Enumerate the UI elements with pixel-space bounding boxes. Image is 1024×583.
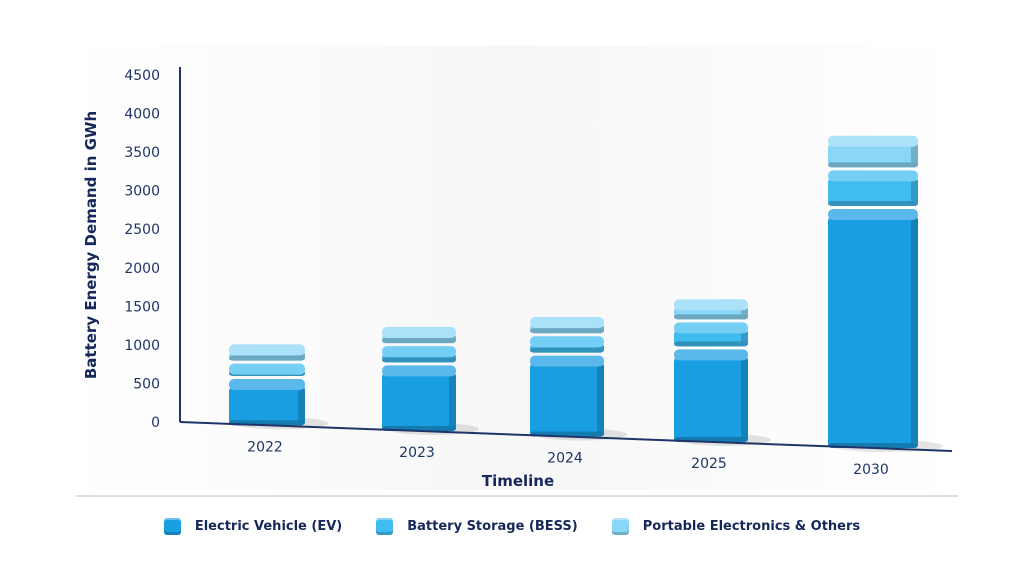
bar-bottom-edge bbox=[828, 162, 918, 168]
x-axis-title: Timeline bbox=[482, 472, 554, 490]
bar-group bbox=[229, 135, 918, 449]
y-tick-group: 0 500 1000 1500 2000 2500 3000 3500 4000 4500 bbox=[124, 68, 160, 431]
bar-top bbox=[828, 208, 918, 220]
legend: Electric Vehicle (EV) Battery Storage (B… bbox=[0, 512, 1024, 540]
bar-top bbox=[229, 363, 305, 375]
bar-segment-portable-2022 bbox=[229, 344, 305, 361]
x-tick-label: 2030 bbox=[853, 462, 889, 478]
plot-background bbox=[70, 45, 960, 490]
y-tick-label: 1500 bbox=[124, 299, 160, 315]
legend-swatch-ev bbox=[163, 517, 181, 535]
bar-top bbox=[828, 170, 918, 182]
bar-top bbox=[674, 349, 748, 361]
bar-bottom-edge bbox=[382, 357, 456, 363]
y-tick-label: 3000 bbox=[124, 184, 160, 200]
legend-item-ev[interactable]: Electric Vehicle (EV) bbox=[163, 517, 343, 535]
y-tick-label: 1000 bbox=[124, 338, 160, 354]
legend-label-portable: Portable Electronics & Others bbox=[642, 518, 861, 534]
bar-top bbox=[382, 346, 456, 358]
legend-swatch-bess bbox=[376, 517, 394, 535]
bar-segment-portable-2025 bbox=[674, 299, 748, 320]
bar-top bbox=[828, 135, 918, 147]
bar-front bbox=[828, 215, 918, 449]
y-tick-label: 2500 bbox=[124, 222, 160, 238]
x-tick-label: 2022 bbox=[247, 439, 283, 455]
bar-top bbox=[382, 365, 456, 377]
bar-segment-bess-2023 bbox=[382, 346, 456, 363]
bar-segment-ev-2030 bbox=[828, 208, 918, 449]
bar-top bbox=[674, 299, 748, 311]
bar-segment-ev-2024 bbox=[530, 355, 604, 437]
bar-bottom-edge bbox=[530, 328, 604, 334]
bar-bottom-edge bbox=[229, 355, 305, 361]
bar-bottom-edge bbox=[674, 314, 748, 320]
bar-segment-ev-2023 bbox=[382, 365, 456, 431]
bar-top bbox=[530, 317, 604, 329]
bar-top bbox=[229, 379, 305, 391]
y-tick-label: 4500 bbox=[124, 68, 160, 84]
bar-side bbox=[449, 372, 456, 431]
bar-front bbox=[530, 362, 604, 437]
y-tick-label: 0 bbox=[151, 415, 160, 431]
bar-front bbox=[382, 372, 456, 431]
bar-bottom-edge bbox=[828, 200, 918, 206]
bar-top bbox=[530, 355, 604, 367]
bar-segment-portable-2030 bbox=[828, 135, 918, 168]
y-tick-label: 500 bbox=[133, 376, 160, 392]
bar-segment-bess-2024 bbox=[530, 336, 604, 353]
legend-label-ev: Electric Vehicle (EV) bbox=[194, 518, 343, 534]
bar-top bbox=[382, 326, 456, 338]
y-tick-label: 4000 bbox=[124, 107, 160, 123]
bar-bottom-edge bbox=[530, 347, 604, 353]
bar-segment-ev-2022 bbox=[229, 379, 305, 426]
bar-side bbox=[911, 177, 918, 206]
x-tick-group: 2022 2023 2024 2025 2030 bbox=[247, 439, 889, 478]
x-tick-label: 2024 bbox=[547, 451, 583, 467]
y-tick-label: 2000 bbox=[124, 261, 160, 277]
bar-segment-portable-2023 bbox=[382, 326, 456, 344]
bar-side bbox=[911, 142, 918, 168]
bar-side bbox=[298, 386, 305, 426]
bar-side bbox=[597, 362, 604, 437]
bar-top bbox=[674, 322, 748, 334]
bar-front bbox=[828, 142, 918, 168]
x-axis-line bbox=[179, 421, 953, 452]
bar-bottom-edge bbox=[382, 338, 456, 344]
bar-segment-ev-2025 bbox=[674, 349, 748, 442]
bar-segment-bess-2030 bbox=[828, 170, 918, 206]
bar-front bbox=[828, 177, 918, 206]
y-tick-label: 3500 bbox=[124, 145, 160, 161]
legend-swatch-portable bbox=[611, 517, 629, 535]
legend-item-bess[interactable]: Battery Storage (BESS) bbox=[376, 517, 578, 535]
bar-segment-portable-2024 bbox=[530, 317, 604, 334]
bar-front bbox=[674, 356, 748, 442]
bar-bottom-edge bbox=[674, 341, 748, 347]
bar-top bbox=[530, 336, 604, 348]
bar-side bbox=[911, 215, 918, 449]
legend-item-portable[interactable]: Portable Electronics & Others bbox=[611, 517, 861, 535]
bar-segment-bess-2025 bbox=[674, 322, 748, 347]
bar-top bbox=[229, 344, 305, 356]
bar-front bbox=[229, 386, 305, 426]
y-axis-title: Battery Energy Demand in GWh bbox=[82, 111, 100, 379]
legend-label-bess: Battery Storage (BESS) bbox=[407, 518, 578, 534]
bar-segment-bess-2022 bbox=[229, 363, 305, 377]
x-tick-label: 2025 bbox=[691, 456, 727, 472]
x-tick-label: 2023 bbox=[399, 445, 435, 461]
bar-side bbox=[741, 356, 748, 442]
